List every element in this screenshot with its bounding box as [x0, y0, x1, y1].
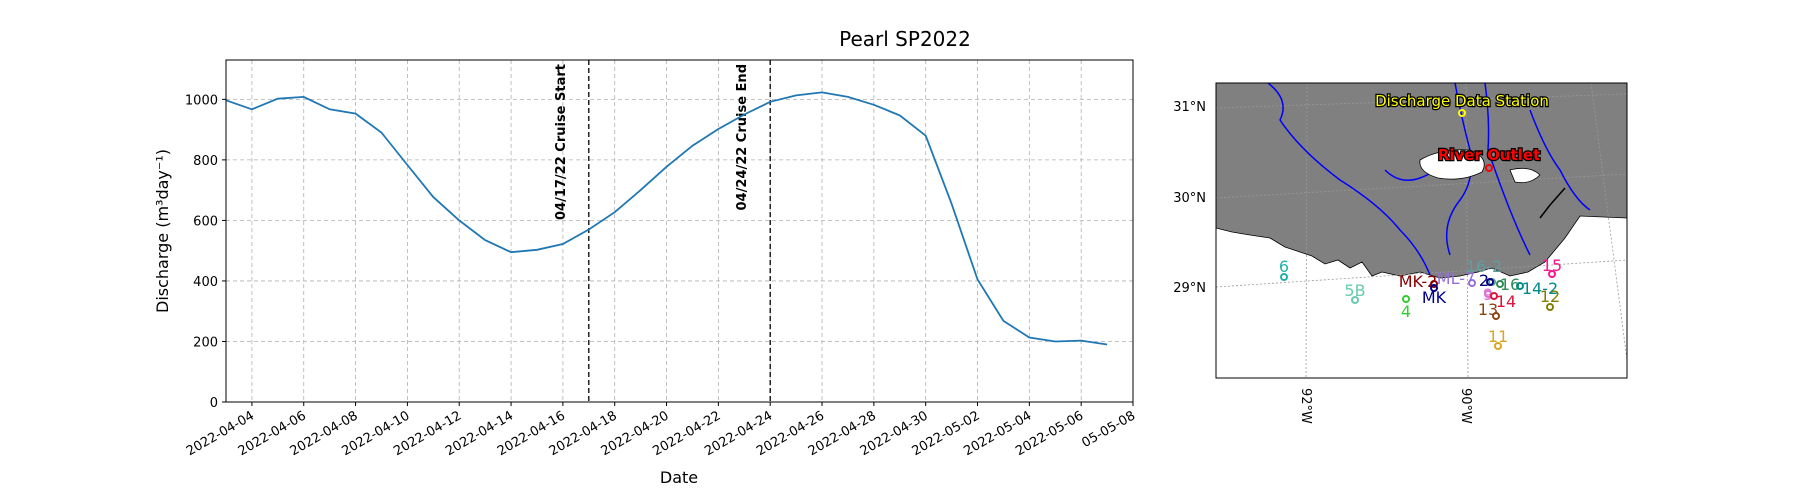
figure-title: Pearl SP2022: [839, 27, 971, 51]
station-12: 12: [1540, 287, 1560, 311]
lat-label: 31°N: [1173, 100, 1206, 115]
station-marker: [1548, 270, 1556, 278]
station-6: 6: [1279, 257, 1289, 281]
y-tick-label: 400: [193, 275, 218, 290]
station-label: 15: [1542, 256, 1562, 275]
lat-label: 29°N: [1173, 281, 1206, 296]
station-11: 11: [1488, 327, 1508, 350]
discharge-line: [225, 91, 1108, 346]
station-2: 2: [1479, 271, 1494, 290]
lat-label: 30°N: [1173, 191, 1206, 206]
station-label: 14-2: [1522, 279, 1558, 298]
discharge-chart: 04/17/22 Cruise Start 04/24/22 Cruise End…: [153, 59, 1138, 487]
station-label: MK-2: [1399, 272, 1438, 291]
station-marker: [1546, 303, 1554, 311]
lon-label: 90°W: [1458, 388, 1473, 424]
stations: Discharge Data Station River Outlet 6 5B MK-…: [1279, 91, 1562, 350]
x-ticks: 2022-04-042022-04-062022-04-082022-04-10…: [184, 402, 1138, 459]
map-gridlines: [1216, 83, 1627, 378]
station-marker: [1430, 284, 1438, 292]
land-mass: [1216, 83, 1627, 279]
station-label: MK: [1422, 288, 1447, 307]
station-label: 12: [1540, 287, 1560, 306]
station-marker: [1351, 296, 1359, 304]
station-15: 15: [1542, 256, 1562, 278]
cruise-marker-label: 04/17/22 Cruise Start: [554, 64, 569, 220]
map-panel: 31°N 30°N 29°N 92°W 90°W Discharge Data …: [1173, 82, 1628, 424]
lon-label: 92°W: [1298, 388, 1313, 424]
station-marker: [1494, 342, 1502, 350]
station-label: River Outlet: [1438, 146, 1540, 164]
lon-labels: 92°W 90°W: [1298, 388, 1473, 424]
station-label: 13: [1478, 300, 1498, 319]
grid: [226, 60, 1134, 403]
y-ticks: 0 200 400 600 800 1000: [185, 93, 226, 411]
station-marker: [1430, 280, 1438, 288]
y-tick-label: 1000: [185, 93, 218, 108]
y-tick-label: 800: [193, 154, 218, 169]
station-marker: [1492, 312, 1500, 320]
station-14-2: 14-2: [1516, 279, 1558, 298]
series-layer: [225, 91, 1108, 346]
station-label: 6: [1279, 257, 1289, 276]
y-tick-label: 600: [193, 214, 218, 229]
station-marker: [1458, 109, 1466, 117]
y-tick-label: 200: [193, 335, 218, 350]
station-14: 14: [1490, 292, 1516, 311]
station-label: 4: [1401, 302, 1411, 321]
cruise-markers: 04/17/22 Cruise Start 04/24/22 Cruise End: [554, 60, 771, 402]
station-label: 2: [1479, 271, 1489, 290]
station-marker: [1486, 278, 1494, 286]
station-13: 13: [1478, 300, 1500, 320]
station-label: Discharge Data Station: [1375, 92, 1549, 110]
station-marker: [1496, 280, 1504, 288]
station-label: 5B: [1344, 281, 1365, 300]
station-16: 16: [1496, 275, 1520, 294]
station-ml-7: ML-7: [1437, 269, 1476, 288]
station-label: 9: [1483, 285, 1493, 304]
lake-pontchartrain: [1419, 149, 1485, 180]
station-mk-2: MK-2: [1399, 272, 1438, 291]
station-label: ML-7: [1437, 269, 1475, 288]
lat-labels: 31°N 30°N 29°N: [1173, 100, 1206, 296]
plot-frame: [225, 59, 1134, 403]
x-axis-label: Date: [660, 468, 698, 487]
y-axis-label: Discharge (m³day⁻¹): [153, 149, 172, 313]
station-marker: [1402, 295, 1410, 303]
station-marker: [1485, 164, 1493, 172]
lake-borgne: [1509, 167, 1541, 184]
station-label: 16-2: [1466, 257, 1502, 276]
cruise-marker-label: 04/24/22 Cruise End: [735, 64, 750, 210]
station-river-outlet: River Outlet: [1437, 145, 1541, 172]
station-marker: [1468, 279, 1476, 287]
station-marker: [1516, 282, 1524, 290]
station-5b: 5B: [1344, 281, 1366, 304]
station-marker: [1490, 292, 1498, 300]
station-mk: MK: [1422, 284, 1447, 307]
station-label: 11: [1488, 327, 1508, 346]
x-tick-label: 05-05-08: [1079, 408, 1138, 450]
station-4: 4: [1401, 295, 1411, 321]
barrier-islands: [1539, 187, 1566, 219]
station-discharge-data-station: Discharge Data Station: [1374, 91, 1550, 117]
station-label: 16: [1500, 275, 1520, 294]
y-tick-label: 0: [210, 396, 218, 411]
station-marker: [1280, 273, 1288, 281]
map-frame: [1215, 82, 1628, 379]
station-label: 14: [1496, 292, 1516, 311]
